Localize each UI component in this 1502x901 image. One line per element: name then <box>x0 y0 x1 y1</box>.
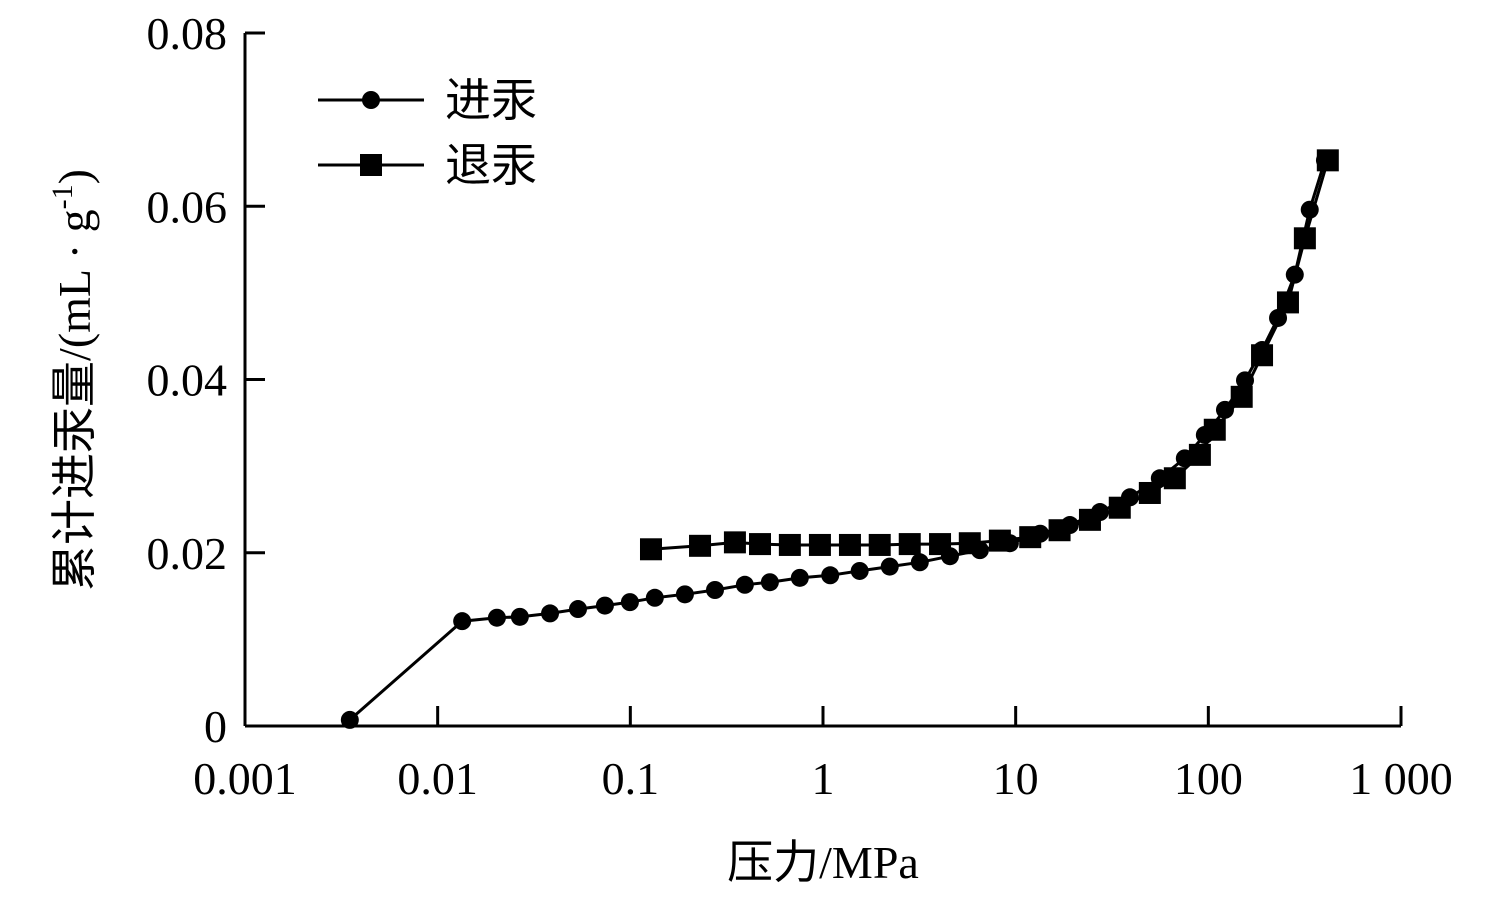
data-point <box>675 585 694 604</box>
data-point <box>790 568 809 587</box>
x-tick-label: 100 <box>1174 753 1243 804</box>
data-point <box>568 600 587 619</box>
x-tick-label: 1 <box>812 753 835 804</box>
data-point <box>1293 227 1316 250</box>
series-line <box>348 159 1327 722</box>
series-layer <box>340 149 1339 729</box>
legend-item: 进汞 <box>318 75 537 126</box>
y-tick-label: 0.04 <box>147 355 228 406</box>
data-point <box>880 557 899 576</box>
data-point <box>808 533 831 556</box>
axes: 0.001 0.01 0.1 1 10 100 1 000 0 0.02 0.04 0.06 0.08 <box>147 8 1453 804</box>
data-point <box>705 580 724 599</box>
y-tick-label: 0.02 <box>147 528 228 579</box>
data-point <box>850 561 869 580</box>
data-point <box>689 534 712 557</box>
data-point <box>1203 418 1226 441</box>
y-tick-label: 0.08 <box>147 8 228 59</box>
x-tick-label: 10 <box>993 753 1039 804</box>
legend-marker <box>360 154 382 176</box>
y-axis-title-end: ) <box>49 169 100 184</box>
data-point <box>1188 443 1211 466</box>
x-tick-label: 1 000 <box>1349 753 1453 804</box>
y-tick-label: 0 <box>204 701 227 752</box>
data-point <box>620 593 639 612</box>
series-intrusion <box>340 151 1334 729</box>
data-point <box>639 538 662 561</box>
data-point <box>958 532 981 555</box>
data-point <box>988 529 1011 552</box>
data-point <box>1230 385 1253 408</box>
legend-label: 进汞 <box>445 75 537 126</box>
x-tick-label: 0.01 <box>397 753 478 804</box>
data-point <box>1138 481 1161 504</box>
series-extrusion <box>639 149 1339 561</box>
data-point <box>898 533 921 556</box>
data-point <box>723 531 746 554</box>
data-point <box>1163 467 1186 490</box>
data-point <box>1251 344 1274 367</box>
data-point <box>868 533 891 556</box>
y-tick-label: 0.06 <box>147 181 228 232</box>
y-axis-title: 累计进汞量/(mL · g-1) <box>46 169 100 591</box>
data-point <box>821 566 840 585</box>
x-axis-title: 压力/MPa <box>727 837 919 888</box>
x-tick-label: 0.1 <box>602 753 660 804</box>
data-point <box>1078 508 1101 531</box>
data-point <box>838 533 861 556</box>
data-point <box>760 573 779 592</box>
x-tick-label: 0.001 <box>193 753 297 804</box>
data-point <box>487 608 506 627</box>
data-point <box>1236 371 1255 390</box>
data-point <box>1276 291 1299 314</box>
data-point <box>735 575 754 594</box>
data-point <box>541 604 560 623</box>
data-point <box>510 607 529 626</box>
data-point <box>910 553 929 572</box>
data-point <box>1108 496 1131 519</box>
data-point <box>1019 526 1042 549</box>
data-point <box>1215 400 1234 419</box>
data-point <box>645 588 664 607</box>
data-point <box>778 533 801 556</box>
data-point <box>1048 519 1071 542</box>
series-line <box>650 159 1330 551</box>
y-axis-title-sup: -1 <box>46 184 79 209</box>
data-point <box>929 533 952 556</box>
data-point <box>595 596 614 615</box>
data-point <box>340 710 359 729</box>
data-point <box>749 533 772 556</box>
data-point <box>453 612 472 631</box>
legend-label: 退汞 <box>445 140 537 191</box>
legend-item: 退汞 <box>318 140 537 191</box>
y-axis-title-main: 累计进汞量/(mL · g <box>49 209 100 591</box>
data-point <box>1316 149 1339 172</box>
legend-marker <box>362 91 380 109</box>
